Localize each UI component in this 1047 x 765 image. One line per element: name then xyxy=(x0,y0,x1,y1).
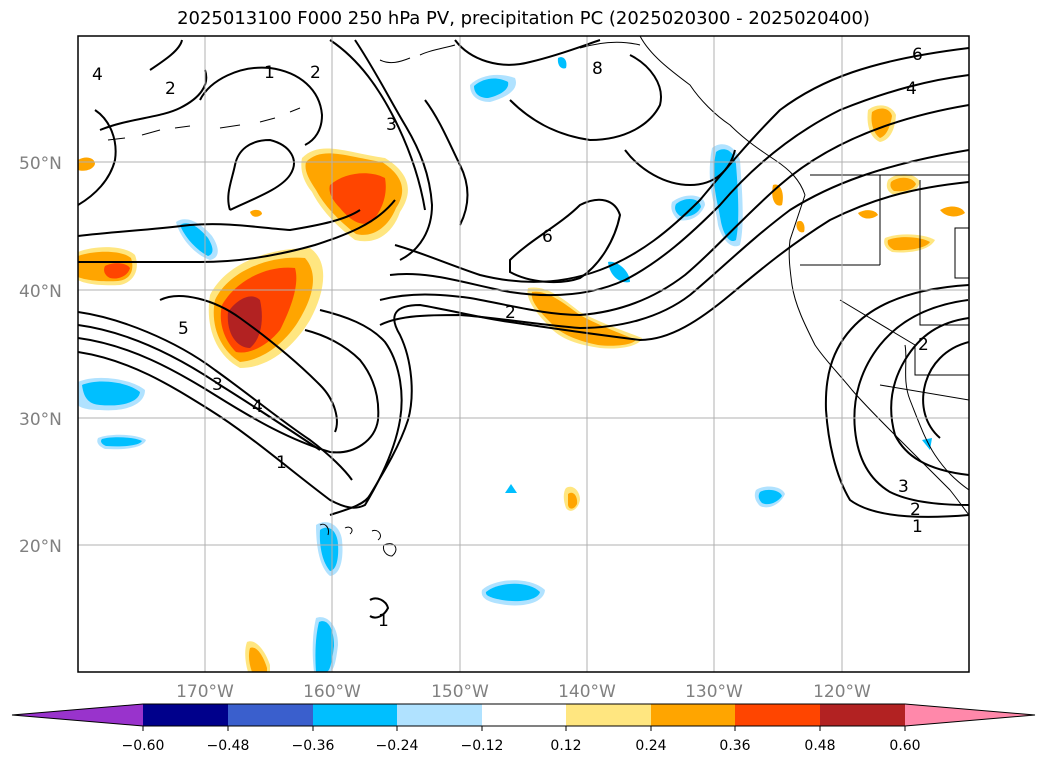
contour-label: 5 xyxy=(178,319,189,339)
lat-label: 40°N xyxy=(19,282,62,302)
colorbar: −0.60 −0.48 −0.36 −0.24 −0.12 0.12 0.24 … xyxy=(11,703,1036,754)
colorbar-segment xyxy=(651,704,735,726)
contour-label: 2 xyxy=(918,335,929,355)
contour-label: 1 xyxy=(378,611,389,631)
contour-label: 2 xyxy=(310,63,321,83)
lon-label: 130°W xyxy=(685,682,743,702)
coastlines xyxy=(107,36,969,557)
colorbar-tick-label: −0.60 xyxy=(122,738,165,754)
contour-label: 1 xyxy=(276,453,287,473)
precip-shading xyxy=(78,57,965,672)
colorbar-tick-label: 0.24 xyxy=(635,738,666,754)
lon-label: 160°W xyxy=(303,682,361,702)
contour-labels: 2 1 2 3 8 6 4 6 2 5 3 4 1 2 3 2 1 1 4 xyxy=(92,45,929,631)
contour-label: 3 xyxy=(898,477,909,497)
contour-label: 1 xyxy=(912,517,923,537)
contour-label: 2 xyxy=(910,500,921,520)
colorbar-segment xyxy=(143,704,228,726)
lon-label: 120°W xyxy=(813,682,871,702)
contour-label: 3 xyxy=(386,115,397,135)
map-title: 2025013100 F000 250 hPa PV, precipitatio… xyxy=(177,8,870,29)
plot-frame xyxy=(77,35,970,673)
colorbar-tick-label: −0.48 xyxy=(207,738,250,754)
colorbar-extend-high xyxy=(905,704,1035,726)
colorbar-tick-label: −0.24 xyxy=(376,738,419,754)
colorbar-segment xyxy=(228,704,313,726)
colorbar-segment xyxy=(820,704,905,726)
colorbar-tick-label: −0.36 xyxy=(292,738,335,754)
lon-label: 150°W xyxy=(431,682,489,702)
contour-label: 4 xyxy=(92,65,103,85)
contour-label: 4 xyxy=(906,79,917,99)
lon-labels: 170°W 160°W 150°W 140°W 130°W 120°W xyxy=(176,682,871,702)
contour-label: 6 xyxy=(542,227,553,247)
colorbar-tick-label: 0.36 xyxy=(719,738,750,754)
graticule xyxy=(78,36,969,672)
colorbar-extend-low xyxy=(12,704,143,726)
colorbar-segment xyxy=(735,704,820,726)
contour-label: 4 xyxy=(252,397,263,417)
colorbar-tick-label: 0.60 xyxy=(889,738,920,754)
colorbar-segment xyxy=(397,704,482,726)
pv-contours xyxy=(78,39,969,619)
lat-label: 50°N xyxy=(19,154,62,174)
contour-label: 2 xyxy=(505,303,516,323)
colorbar-tick-label: 0.12 xyxy=(550,738,581,754)
contour-label: 3 xyxy=(212,375,223,395)
colorbar-segment xyxy=(482,704,566,726)
contour-label: 8 xyxy=(592,59,603,79)
lat-label: 20°N xyxy=(19,537,62,557)
lon-label: 140°W xyxy=(558,682,616,702)
colorbar-segment xyxy=(566,704,651,726)
lon-label: 170°W xyxy=(176,682,234,702)
lat-label: 30°N xyxy=(19,410,62,430)
contour-label: 1 xyxy=(264,63,275,83)
colorbar-tick-label: −0.12 xyxy=(461,738,504,754)
colorbar-segment xyxy=(313,704,397,726)
contour-label: 6 xyxy=(912,45,923,65)
lat-labels: 50°N 40°N 30°N 20°N xyxy=(19,154,62,557)
contour-label: 2 xyxy=(165,79,176,99)
colorbar-tick-label: 0.48 xyxy=(804,738,835,754)
